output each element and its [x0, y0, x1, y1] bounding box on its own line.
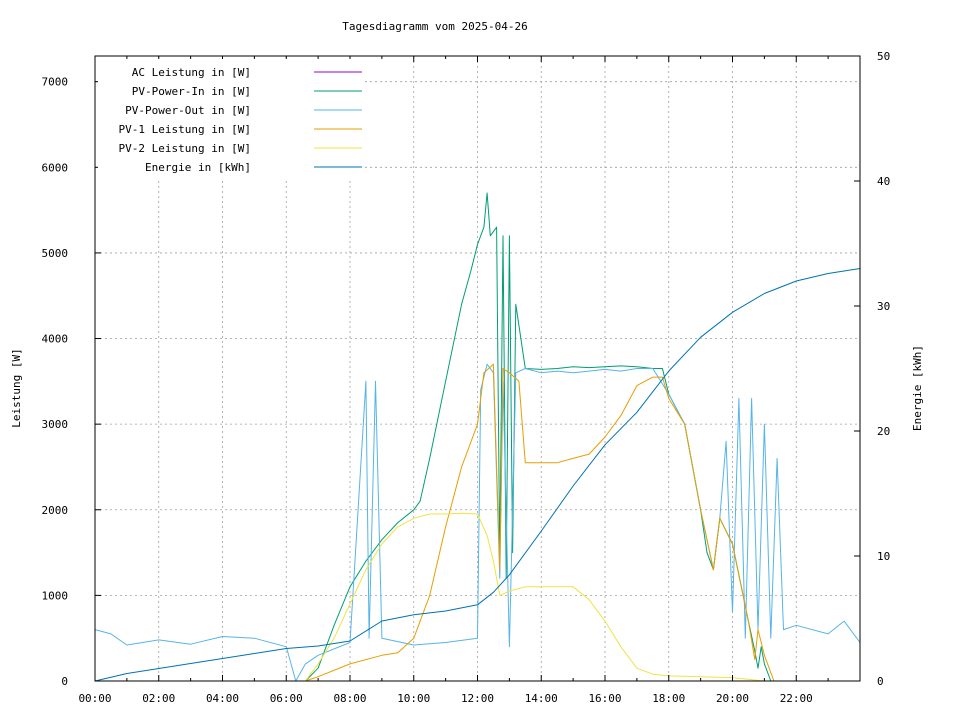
series-line-5	[94, 268, 861, 682]
x-tick-label: 14:00	[525, 692, 558, 705]
x-tick-label: 22:00	[780, 692, 813, 705]
legend-background	[98, 59, 364, 179]
y-tick-label: 0	[61, 675, 68, 688]
y-tick-label: 4000	[42, 333, 69, 346]
legend: AC Leistung in [W] PV-Power-In in [W] PV-P…	[119, 66, 362, 174]
y2-tick-label: 40	[877, 175, 890, 188]
y2-tick-label: 30	[877, 300, 890, 313]
x-tick-label: 16:00	[588, 692, 621, 705]
legend-label: PV-Power-In in [W]	[132, 85, 251, 98]
x-tick-label: 06:00	[270, 692, 303, 705]
x-tick-label: 10:00	[397, 692, 430, 705]
y-tick-label: 5000	[42, 247, 69, 260]
y-tick-label: 6000	[42, 161, 69, 174]
y2-tick-label: 10	[877, 550, 890, 563]
x-tick-label: 12:00	[461, 692, 494, 705]
y-axis-label: Leistung [W]	[10, 348, 23, 427]
y2-tick-label: 20	[877, 425, 890, 438]
x-tick-label: 04:00	[206, 692, 239, 705]
legend-label: PV-1 Leistung in [W]	[119, 123, 251, 136]
x-tick-label: 08:00	[333, 692, 366, 705]
y-tick-label: 1000	[42, 589, 69, 602]
series-line-3	[95, 363, 860, 682]
legend-label: PV-2 Leistung in [W]	[119, 142, 251, 155]
series-lines	[94, 192, 861, 682]
legend-label: Energie in [kWh]	[145, 161, 251, 174]
x-tick-label: 02:00	[142, 692, 175, 705]
legend-label: PV-Power-Out in [W]	[125, 104, 251, 117]
y2-axis-label: Energie [kWh]	[911, 345, 924, 431]
legend-label: AC Leistung in [W]	[132, 66, 251, 79]
tick-labels: 00:00 02:00 04:00 06:00 08:00 10:00 12:00 14:00…	[42, 50, 891, 705]
y-tick-label: 3000	[42, 418, 69, 431]
y2-tick-label: 50	[877, 50, 890, 63]
x-tick-label: 20:00	[716, 692, 749, 705]
grid-lines	[95, 56, 860, 681]
y2-tick-label: 0	[877, 675, 884, 688]
chart-title: Tagesdiagramm vom 2025-04-26	[342, 20, 527, 33]
series-line-4	[95, 512, 860, 682]
x-tick-label: 18:00	[652, 692, 685, 705]
y-tick-label: 7000	[42, 76, 69, 89]
x-tick-label: 00:00	[78, 692, 111, 705]
series-line-2	[94, 363, 861, 682]
y-tick-label: 2000	[42, 504, 69, 517]
